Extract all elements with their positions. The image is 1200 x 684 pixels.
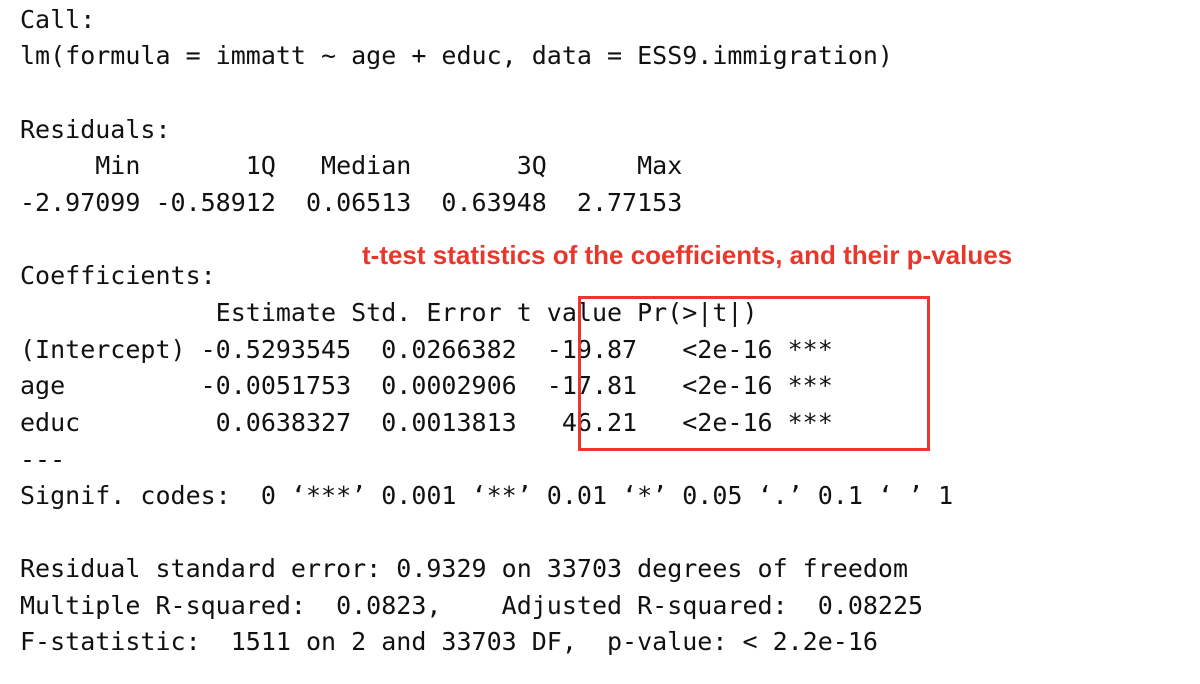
coef-column-headers: Estimate Std. Error t value Pr(>|t|) <box>20 298 818 327</box>
call-header: Call: <box>20 5 96 34</box>
r-squared-line: Multiple R-squared: 0.0823, Adjusted R-s… <box>20 591 939 620</box>
highlight-box <box>578 296 930 451</box>
signif-codes: Signif. codes: 0 ‘***’ 0.001 ‘**’ 0.01 ‘… <box>20 481 954 510</box>
coef-row-intercept: (Intercept) -0.5293545 0.0266382 -19.87 … <box>20 335 833 364</box>
coef-row-age: age -0.0051753 0.0002906 -17.81 <2e-16 *… <box>20 371 833 400</box>
call-formula: lm(formula = immatt ~ age + educ, data =… <box>20 41 893 70</box>
residual-standard-error: Residual standard error: 0.9329 on 33703… <box>20 554 909 583</box>
residuals-labels: Min 1Q Median 3Q Max <box>20 151 698 180</box>
f-statistic-line: F-statistic: 1511 on 2 and 33703 DF, p-v… <box>20 627 878 656</box>
separator-line: --- <box>20 445 66 474</box>
residuals-values: -2.97099 -0.58912 0.06513 0.63948 2.7715… <box>20 188 698 217</box>
coef-row-educ: educ 0.0638327 0.0013813 46.21 <2e-16 **… <box>20 408 833 437</box>
coefficients-header: Coefficients: <box>20 261 216 290</box>
residuals-header: Residuals: <box>20 115 171 144</box>
annotation-label: t-test statistics of the coefficients, a… <box>362 240 1013 270</box>
